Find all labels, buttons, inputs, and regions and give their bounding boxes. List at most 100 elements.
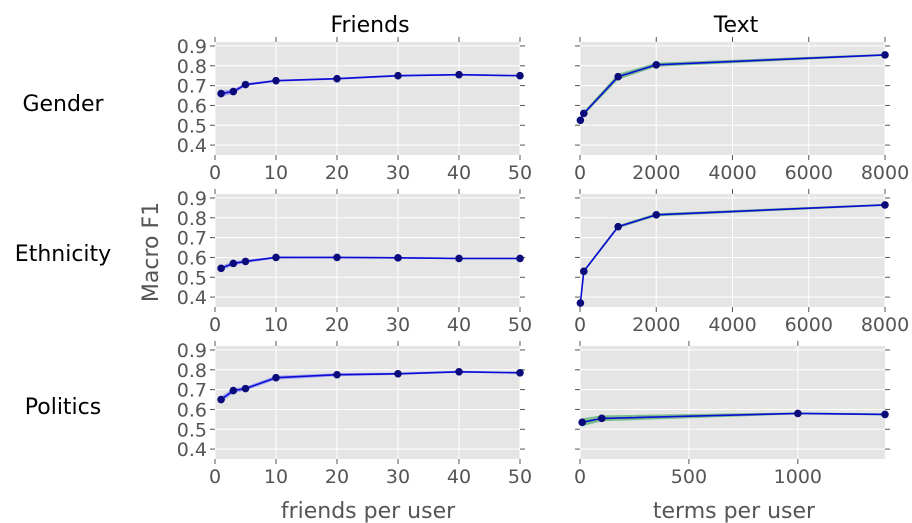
- x-tick-label: 0: [574, 314, 586, 336]
- data-point: [241, 80, 250, 89]
- y-tick-label: 0.5: [177, 419, 207, 441]
- data-point: [455, 367, 463, 376]
- y-tick-label: 0.8: [177, 56, 207, 78]
- data-point: [580, 109, 588, 118]
- x-tick-label: 2000: [632, 162, 680, 184]
- x-tick-label: 20: [325, 162, 349, 184]
- x-tick-label: 40: [447, 314, 471, 336]
- x-tick-label: 0: [574, 466, 586, 488]
- x-tick-label: 40: [447, 466, 471, 488]
- panel-ethnicity-text: 0 2000 4000 6000 8000: [574, 189, 909, 336]
- data-point: [614, 72, 622, 81]
- data-point: [652, 211, 661, 219]
- series-line: [582, 412, 886, 424]
- x-tick-label: 8000: [861, 162, 909, 184]
- plot-area: [215, 346, 520, 459]
- panel-gender-text: 0 2000 4000 6000 8000: [574, 37, 909, 184]
- x-tick-label: 8000: [861, 314, 909, 336]
- column-title-friends: Friends: [330, 13, 409, 38]
- y-tick-label: 0.9: [177, 36, 207, 58]
- x-tick-label: 4000: [708, 162, 756, 184]
- data-point: [272, 373, 280, 382]
- data-point: [576, 299, 585, 307]
- data-point: [881, 201, 889, 209]
- data-point: [229, 259, 238, 268]
- y-tick-label: 0.6: [177, 399, 207, 421]
- y-tick-label: 0.7: [177, 76, 207, 98]
- confidence-band: [582, 412, 885, 427]
- data-point: [455, 254, 463, 263]
- x-tick-label: 0: [209, 466, 221, 488]
- x-tick-label: 2000: [632, 314, 680, 336]
- data-point: [578, 418, 586, 427]
- y-tick-label: 0.5: [177, 267, 207, 289]
- x-tick-label: 1000: [774, 466, 822, 488]
- y-tick-label: 0.9: [177, 340, 207, 362]
- data-point: [794, 409, 802, 418]
- x-tick-label: 50: [508, 162, 532, 184]
- panel-ethnicity-friends: 0 10 20 30 40 50 0.40.50.60.70.80.9: [177, 188, 532, 336]
- data-point: [576, 116, 585, 125]
- x-tick-label: 50: [508, 314, 532, 336]
- y-tick-label: 0.7: [177, 228, 207, 250]
- y-tick-label: 0.9: [177, 188, 207, 210]
- data-point: [217, 264, 225, 273]
- x-tick-label: 10: [264, 162, 288, 184]
- y-tick-label: 0.4: [177, 135, 207, 157]
- y-tick-label: 0.8: [177, 360, 207, 382]
- x-tick-label: 30: [386, 162, 410, 184]
- x-tick-label: 20: [325, 314, 349, 336]
- data-point: [881, 51, 889, 59]
- data-point: [217, 395, 225, 404]
- data-point: [881, 410, 889, 419]
- data-point: [614, 222, 622, 231]
- row-label-politics: Politics: [25, 395, 101, 420]
- panel-gender-friends: 0 10 20 30 40 50 0.40.50.60.70.80.9: [177, 36, 532, 184]
- x-tick-label: 6000: [785, 314, 833, 336]
- x-tick-label: 0: [574, 162, 586, 184]
- data-point: [333, 370, 341, 379]
- data-point: [272, 76, 280, 85]
- x-axis-label-friends: friends per user: [281, 499, 456, 523]
- column-title-text: Text: [713, 13, 759, 38]
- x-tick-label: 30: [386, 314, 410, 336]
- y-tick-label: 0.7: [177, 380, 207, 402]
- x-tick-label: 40: [447, 162, 471, 184]
- data-point: [217, 89, 225, 98]
- x-tick-label: 30: [386, 466, 410, 488]
- row-label-gender: Gender: [22, 92, 104, 117]
- data-point: [394, 71, 402, 80]
- data-point: [455, 70, 463, 79]
- data-point: [516, 71, 524, 80]
- panel-politics-friends: 0 10 20 30 40 50 0.40.50.60.70.80.9: [177, 340, 532, 488]
- x-tick-label: 4000: [708, 314, 756, 336]
- y-tick-label: 0.4: [177, 439, 207, 461]
- data-point: [394, 254, 402, 262]
- data-point: [333, 253, 341, 262]
- data-point: [516, 368, 524, 377]
- plot-area: [215, 194, 520, 307]
- x-axis-label-text: terms per user: [653, 499, 816, 523]
- x-tick-label: 10: [264, 314, 288, 336]
- x-tick-label: 50: [508, 466, 532, 488]
- panel-politics-text: 0 500 1000: [574, 341, 890, 488]
- y-tick-label: 0.5: [177, 115, 207, 137]
- x-tick-label: 20: [325, 466, 349, 488]
- x-tick-label: 0: [209, 314, 221, 336]
- x-tick-label: 0: [209, 162, 221, 184]
- plot-area: [215, 42, 520, 155]
- data-point: [652, 60, 661, 69]
- data-point: [229, 386, 238, 395]
- data-point: [597, 414, 606, 423]
- data-point: [272, 253, 280, 262]
- y-tick-label: 0.4: [177, 287, 207, 309]
- data-point: [241, 257, 250, 266]
- y-tick-label: 0.8: [177, 208, 207, 230]
- y-tick-label: 0.6: [177, 95, 207, 117]
- data-point: [229, 87, 238, 96]
- data-point: [580, 267, 588, 276]
- y-tick-label: 0.6: [177, 247, 207, 269]
- data-point: [333, 74, 341, 83]
- data-point: [241, 384, 250, 393]
